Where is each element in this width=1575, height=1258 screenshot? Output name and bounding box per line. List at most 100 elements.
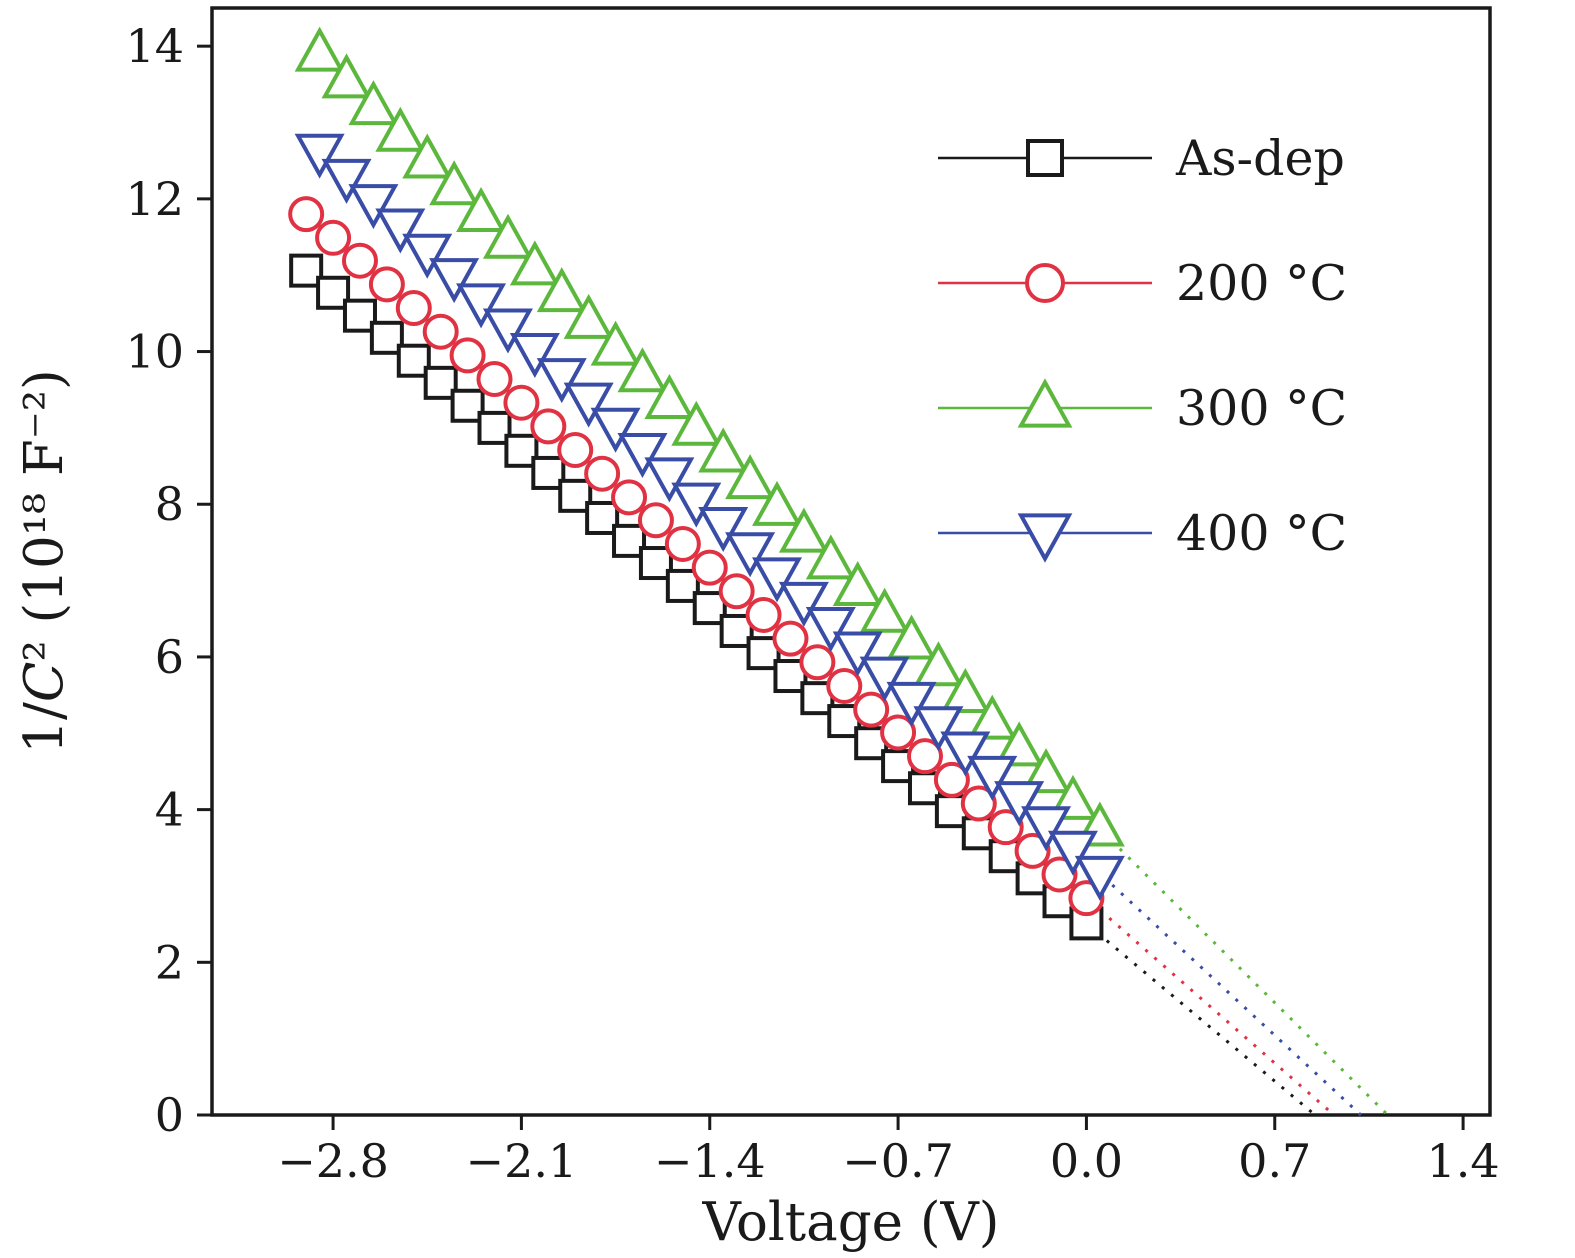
circle-marker — [718, 573, 755, 610]
legend-item-as-dep: As-dep — [938, 130, 1345, 187]
triangle-down-marker — [752, 557, 803, 603]
triangle-up-marker — [536, 267, 587, 313]
legend-label: 200 °C — [1176, 255, 1347, 312]
legend-item-400-c: 400 °C — [938, 505, 1347, 563]
circle-marker — [611, 479, 648, 516]
legend-label: 300 °C — [1176, 380, 1347, 437]
circle-marker — [557, 432, 594, 469]
square-marker — [477, 410, 512, 445]
circle-marker — [476, 361, 513, 398]
x-tick-label: −1.4 — [654, 1134, 766, 1188]
x-axis-label: Voltage (V) — [702, 1192, 1000, 1253]
triangle-up-marker — [778, 507, 829, 553]
triangle-down-marker — [725, 532, 776, 578]
circle-marker — [584, 455, 621, 492]
x-tick-label: 0.0 — [1050, 1134, 1123, 1188]
circle-marker — [1014, 832, 1051, 869]
x-axis: −2.8 −2.1 −1.4 −0.7 0.0 0.7 1.4 — [277, 1115, 1500, 1188]
triangle-down-marker — [1021, 806, 1072, 852]
circle-marker — [1025, 263, 1065, 303]
series-400-c — [294, 133, 1125, 901]
triangle-down-marker — [1074, 855, 1125, 901]
triangle-down-marker — [940, 731, 991, 777]
triangle-down-marker — [456, 283, 507, 329]
triangle-down-marker — [698, 507, 749, 553]
triangle-up-marker — [967, 694, 1018, 740]
triangle-up-marker — [859, 587, 910, 633]
y-tick-label: 2 — [155, 935, 184, 989]
y-tick-label: 0 — [155, 1088, 184, 1142]
y-tick-label: 14 — [125, 19, 184, 73]
triangle-up-marker — [563, 293, 614, 339]
circle-marker — [288, 196, 325, 233]
triangle-down-marker — [402, 233, 453, 279]
legend: As-dep 200 °C 300 °C 400 °C — [938, 130, 1347, 563]
triangle-up-marker — [671, 400, 722, 446]
triangle-up-marker — [752, 480, 803, 526]
y-axis-label: 1/C² (10¹⁸ F⁻²) — [14, 369, 75, 753]
triangle-up-marker — [509, 240, 560, 286]
triangle-down-marker — [1017, 513, 1073, 563]
circle-marker — [987, 809, 1024, 846]
circle-marker — [341, 242, 378, 279]
triangle-down-marker — [832, 631, 883, 677]
triangle-up-marker — [321, 53, 372, 99]
triangle-up-marker — [590, 320, 641, 366]
circle-marker — [422, 313, 459, 350]
triangle-down-marker — [482, 308, 533, 354]
triangle-down-marker — [509, 332, 560, 378]
triangle-up-marker — [913, 641, 964, 687]
circle-marker — [530, 408, 567, 445]
y-tick-label: 4 — [155, 783, 184, 837]
triangle-down-marker — [536, 358, 587, 404]
circle-marker — [799, 644, 836, 681]
circle-marker — [853, 691, 890, 728]
triangle-down-marker — [994, 781, 1045, 827]
legend-item-200-c: 200 °C — [938, 255, 1347, 312]
circle-marker — [880, 714, 917, 751]
circle-marker — [503, 384, 540, 421]
triangle-up-marker — [644, 374, 695, 420]
triangle-down-marker — [1047, 830, 1098, 876]
triangle-down-marker — [348, 184, 399, 230]
circle-marker — [395, 290, 432, 327]
triangle-down-marker — [563, 382, 614, 428]
circle-marker — [368, 266, 405, 303]
x-tick-label: 0.7 — [1238, 1134, 1311, 1188]
circle-marker — [826, 667, 863, 704]
y-axis: 0 2 4 6 8 10 12 14 — [125, 19, 212, 1142]
circle-marker — [1041, 856, 1078, 893]
x-tick-label: −0.7 — [842, 1134, 954, 1188]
circle-marker — [315, 219, 352, 256]
triangle-up-marker — [940, 667, 991, 713]
x-tick-label: −2.1 — [466, 1134, 578, 1188]
triangle-up-marker — [886, 614, 937, 660]
series-300-c — [294, 26, 1125, 847]
triangle-up-marker — [429, 160, 480, 206]
y-tick-label: 8 — [155, 477, 184, 531]
x-tick-label: 1.4 — [1427, 1134, 1500, 1188]
square-marker — [1026, 139, 1064, 177]
triangle-up-marker — [805, 534, 856, 580]
triangle-up-marker — [456, 186, 507, 232]
triangle-down-marker — [913, 706, 964, 752]
triangle-down-marker — [967, 755, 1018, 801]
triangle-up-marker — [832, 561, 883, 607]
triangle-up-marker — [994, 721, 1045, 767]
square-marker — [612, 523, 647, 558]
square-marker — [369, 320, 404, 355]
triangle-up-marker — [348, 80, 399, 126]
triangle-up-marker — [375, 106, 426, 152]
triangle-up-marker — [1017, 378, 1073, 428]
triangle-down-marker — [859, 656, 910, 702]
triangle-down-marker — [590, 407, 641, 453]
circle-marker — [637, 502, 674, 539]
circle-marker — [664, 525, 701, 562]
square-marker — [692, 591, 727, 626]
legend-label: 400 °C — [1176, 505, 1347, 562]
circle-marker — [745, 596, 782, 633]
triangle-up-marker — [402, 133, 453, 179]
y-tick-label: 6 — [155, 630, 184, 684]
